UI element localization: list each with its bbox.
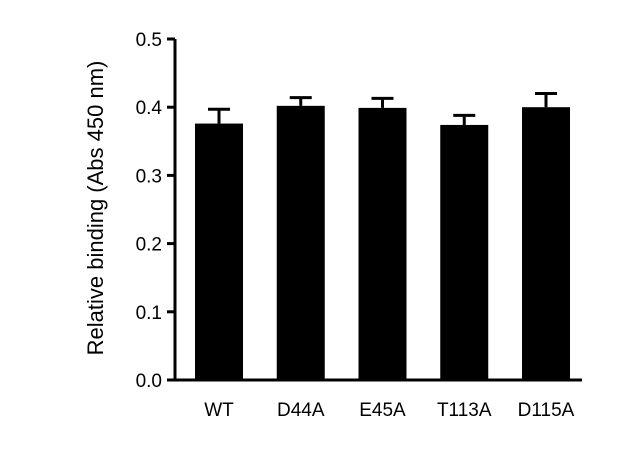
bar [522, 107, 570, 380]
y-tick-label: 0.5 [136, 30, 162, 51]
x-tick-label: D44A [277, 400, 325, 421]
y-axis: 0.0 0.1 0.2 0.3 0.4 0.5 [136, 30, 177, 392]
y-tick-label: 0.0 [136, 371, 162, 392]
y-axis-title: Relative binding (Abs 450 nm) [83, 61, 108, 356]
bars [195, 105, 570, 381]
y-tick-label: 0.4 [136, 98, 163, 119]
bar [358, 107, 407, 380]
error-bars [208, 92, 557, 125]
x-tick-label: T113A [437, 400, 492, 421]
x-tick-label: D115A [518, 400, 575, 421]
y-tick-label: 0.2 [136, 235, 162, 256]
x-tick-label: E45A [359, 400, 406, 421]
x-tick-label: WT [204, 400, 234, 421]
bar [276, 105, 325, 380]
bar [195, 123, 243, 381]
x-axis: WT D44A E45A T113A D115A [173, 378, 582, 421]
y-tick-label: 0.3 [136, 166, 162, 187]
y-tick-label: 0.1 [136, 303, 162, 324]
bar [440, 124, 489, 380]
